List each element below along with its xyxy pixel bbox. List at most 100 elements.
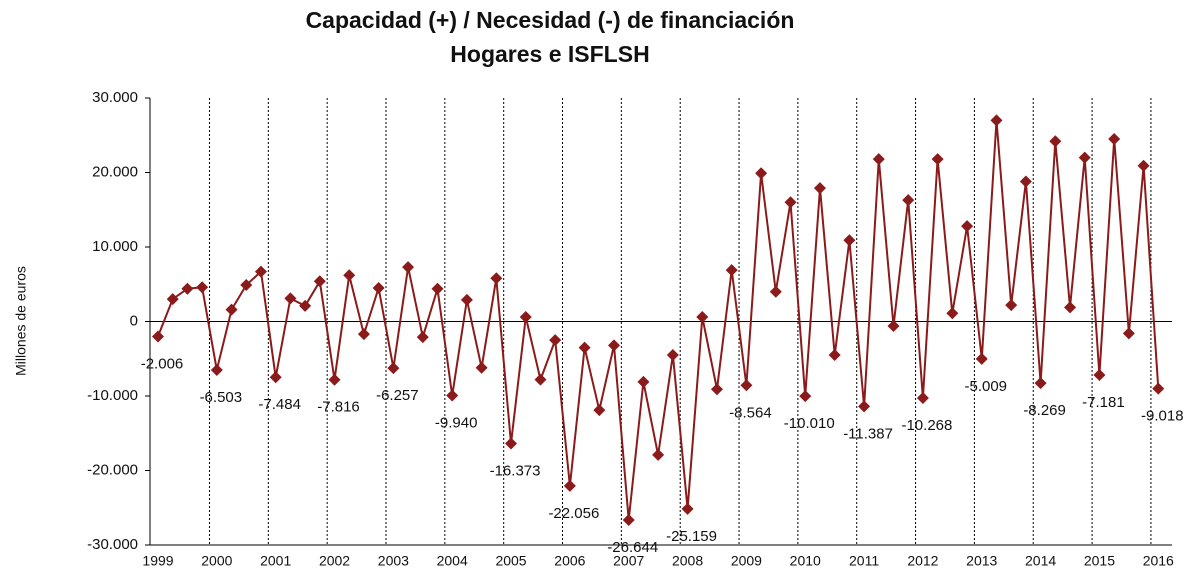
- data-label: -7.484: [258, 396, 301, 413]
- chart-title: Capacidad (+) / Necesidad (-) de financi…: [306, 7, 795, 33]
- marker: [902, 194, 915, 207]
- marker: [990, 114, 1003, 127]
- marker: [1064, 301, 1077, 314]
- marker: [1005, 299, 1018, 312]
- data-label: -6.503: [200, 389, 243, 406]
- marker: [681, 502, 694, 515]
- x-tick-label: 2006: [554, 553, 585, 569]
- marker: [725, 264, 738, 277]
- y-tick-label: -10.000: [87, 387, 138, 404]
- marker: [784, 196, 797, 209]
- y-tick-label: -20.000: [87, 461, 138, 478]
- data-label: -7.181: [1082, 394, 1125, 411]
- marker: [431, 282, 444, 295]
- x-tick-label: 1999: [142, 553, 173, 569]
- marker: [696, 311, 709, 324]
- marker: [975, 352, 988, 365]
- y-tick-label: 20.000: [92, 163, 138, 180]
- marker: [181, 282, 194, 295]
- marker: [1108, 132, 1121, 145]
- data-label: -2.006: [141, 355, 184, 372]
- marker: [534, 373, 547, 386]
- x-tick-label: 2003: [378, 553, 409, 569]
- marker: [328, 373, 341, 386]
- marker: [313, 275, 326, 288]
- marker: [357, 328, 370, 341]
- x-tick-label: 2005: [495, 553, 526, 569]
- marker: [946, 307, 959, 320]
- data-label: -26.644: [607, 539, 658, 556]
- data-label: -8.269: [1023, 402, 1066, 419]
- marker: [755, 167, 768, 180]
- marker: [872, 153, 885, 166]
- marker: [519, 311, 532, 324]
- marker: [799, 390, 812, 403]
- marker: [166, 293, 179, 306]
- marker: [254, 265, 267, 278]
- marker: [961, 220, 974, 233]
- marker: [1093, 368, 1106, 381]
- marker: [710, 383, 723, 396]
- marker: [578, 341, 591, 354]
- data-label: -9.018: [1141, 408, 1184, 425]
- x-tick-label: 2008: [672, 553, 703, 569]
- marker: [1152, 382, 1165, 395]
- marker: [1034, 377, 1047, 390]
- y-tick-label: 10.000: [92, 238, 138, 255]
- marker: [196, 281, 209, 294]
- marker: [813, 182, 826, 195]
- x-tick-label: 2002: [319, 553, 350, 569]
- marker: [549, 334, 562, 347]
- marker: [284, 292, 297, 305]
- chart-subtitle: Hogares e ISFLSH: [450, 41, 649, 67]
- marker: [858, 400, 871, 413]
- marker: [446, 389, 459, 402]
- marker: [505, 437, 518, 450]
- y-axis-label: Millones de euros: [13, 266, 29, 376]
- data-label: -25.159: [666, 528, 717, 545]
- marker: [152, 330, 164, 343]
- marker: [1078, 151, 1091, 164]
- x-tick-label: 2000: [201, 553, 232, 569]
- marker: [1122, 327, 1135, 340]
- marker: [1049, 135, 1062, 148]
- x-tick-label: 2012: [907, 553, 938, 569]
- marker: [637, 375, 650, 388]
- marker: [460, 293, 473, 306]
- data-label: -11.387: [843, 425, 893, 442]
- marker: [299, 299, 312, 312]
- marker: [1019, 175, 1032, 188]
- data-label: -10.010: [784, 415, 835, 432]
- marker: [490, 272, 503, 285]
- data-label: -5.009: [964, 378, 1007, 395]
- marker: [240, 278, 253, 291]
- marker: [416, 331, 429, 344]
- marker: [269, 371, 282, 384]
- data-label: -7.816: [317, 399, 360, 416]
- marker: [343, 269, 356, 282]
- marker: [402, 261, 415, 274]
- marker: [225, 303, 238, 316]
- marker: [843, 234, 856, 247]
- marker: [666, 349, 679, 362]
- marker: [652, 448, 665, 461]
- marker: [475, 361, 488, 374]
- x-tick-label: 2007: [613, 553, 644, 569]
- x-tick-label: 2011: [849, 553, 879, 569]
- marker: [593, 404, 606, 417]
- x-tick-label: 2001: [260, 553, 291, 569]
- marker: [916, 391, 929, 404]
- marker: [608, 339, 621, 352]
- x-tick-label: 2009: [731, 553, 762, 569]
- x-tick-label: 2010: [790, 553, 821, 569]
- marker: [372, 281, 385, 294]
- data-label: -22.056: [548, 505, 599, 522]
- marker: [210, 363, 223, 376]
- marker: [769, 285, 782, 298]
- data-label: -10.268: [901, 417, 952, 434]
- x-tick-label: 2016: [1143, 553, 1174, 569]
- marker: [931, 153, 944, 166]
- data-label: -8.564: [729, 404, 772, 421]
- x-tick-label: 2013: [966, 553, 997, 569]
